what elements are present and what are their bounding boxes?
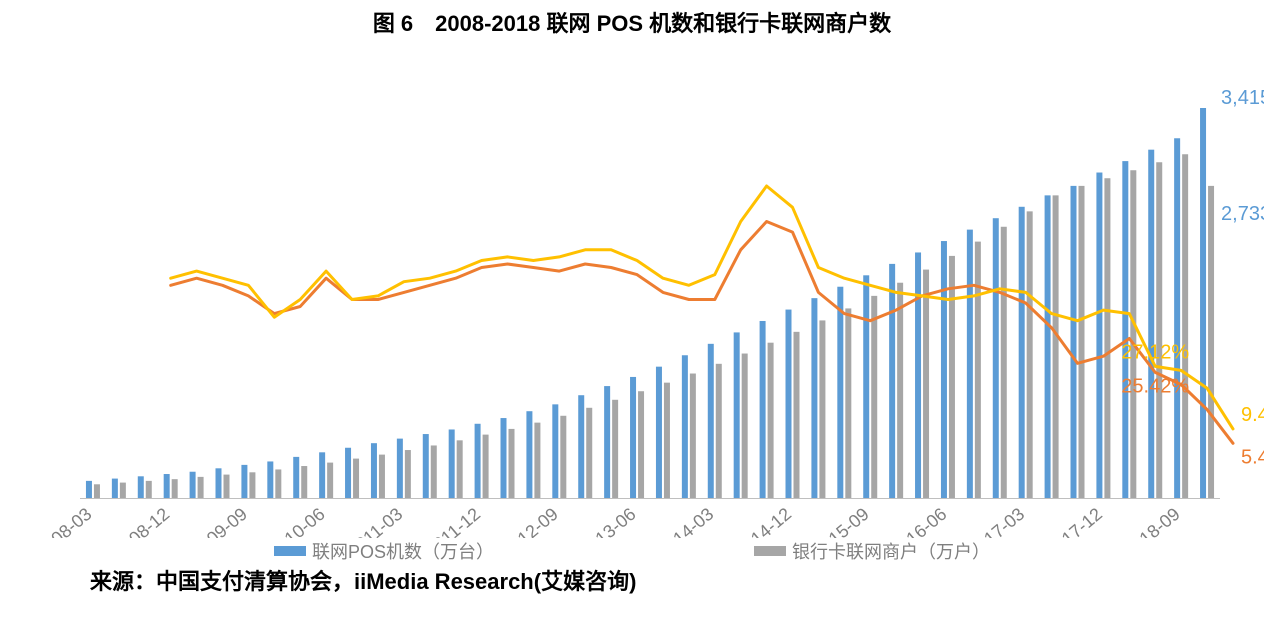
svg-text:2008-12: 2008-12: [110, 504, 173, 538]
svg-text:9.49%: 9.49%: [1241, 404, 1264, 426]
source-text: 来源：中国支付清算协会，iiMedia Research(艾媒咨询): [0, 564, 1264, 596]
svg-text:2014-12: 2014-12: [732, 504, 795, 538]
legend-item-pos: 联网POS机数（万台）: [274, 538, 494, 564]
svg-text:5.42%: 5.42%: [1241, 446, 1264, 468]
combo-chart: 2008-03 2008-12 2009-09 2010-06 2011-03 2011-…: [0, 38, 1264, 538]
legend-label-2: 银行卡联网商户（万户）: [792, 538, 990, 564]
legend-label-1: 联网POS机数（万台）: [312, 538, 494, 564]
svg-text:2017-12: 2017-12: [1043, 504, 1106, 538]
legend: 联网POS机数（万台） 银行卡联网商户（万户）: [0, 538, 1264, 564]
svg-text:2008-03: 2008-03: [32, 504, 95, 538]
svg-text:2013-06: 2013-06: [576, 504, 639, 538]
legend-swatch-1: [274, 546, 306, 556]
svg-text:2014-03: 2014-03: [654, 504, 717, 538]
svg-text:27.12%: 27.12%: [1121, 341, 1189, 363]
svg-text:2018-09: 2018-09: [1120, 504, 1183, 538]
svg-text:3,415: 3,415: [1221, 87, 1264, 109]
chart-title: 图 6 2008-2018 联网 POS 机数和银行卡联网商户数: [0, 0, 1264, 38]
svg-text:2017-03: 2017-03: [965, 504, 1028, 538]
svg-text:2,733: 2,733: [1221, 203, 1264, 225]
svg-text:2009-09: 2009-09: [188, 504, 251, 538]
chart-container: 图 6 2008-2018 联网 POS 机数和银行卡联网商户数 2008-03…: [0, 0, 1264, 630]
svg-text:2010-06: 2010-06: [265, 504, 328, 538]
svg-text:2011-12: 2011-12: [422, 504, 484, 538]
legend-swatch-2: [754, 546, 786, 556]
svg-text:2016-06: 2016-06: [887, 504, 950, 538]
legend-item-merchant: 银行卡联网商户（万户）: [754, 538, 990, 564]
svg-text:2012-09: 2012-09: [498, 504, 561, 538]
svg-text:25.42%: 25.42%: [1121, 375, 1189, 397]
svg-text:2015-09: 2015-09: [809, 504, 872, 538]
svg-text:2011-03: 2011-03: [344, 504, 406, 538]
